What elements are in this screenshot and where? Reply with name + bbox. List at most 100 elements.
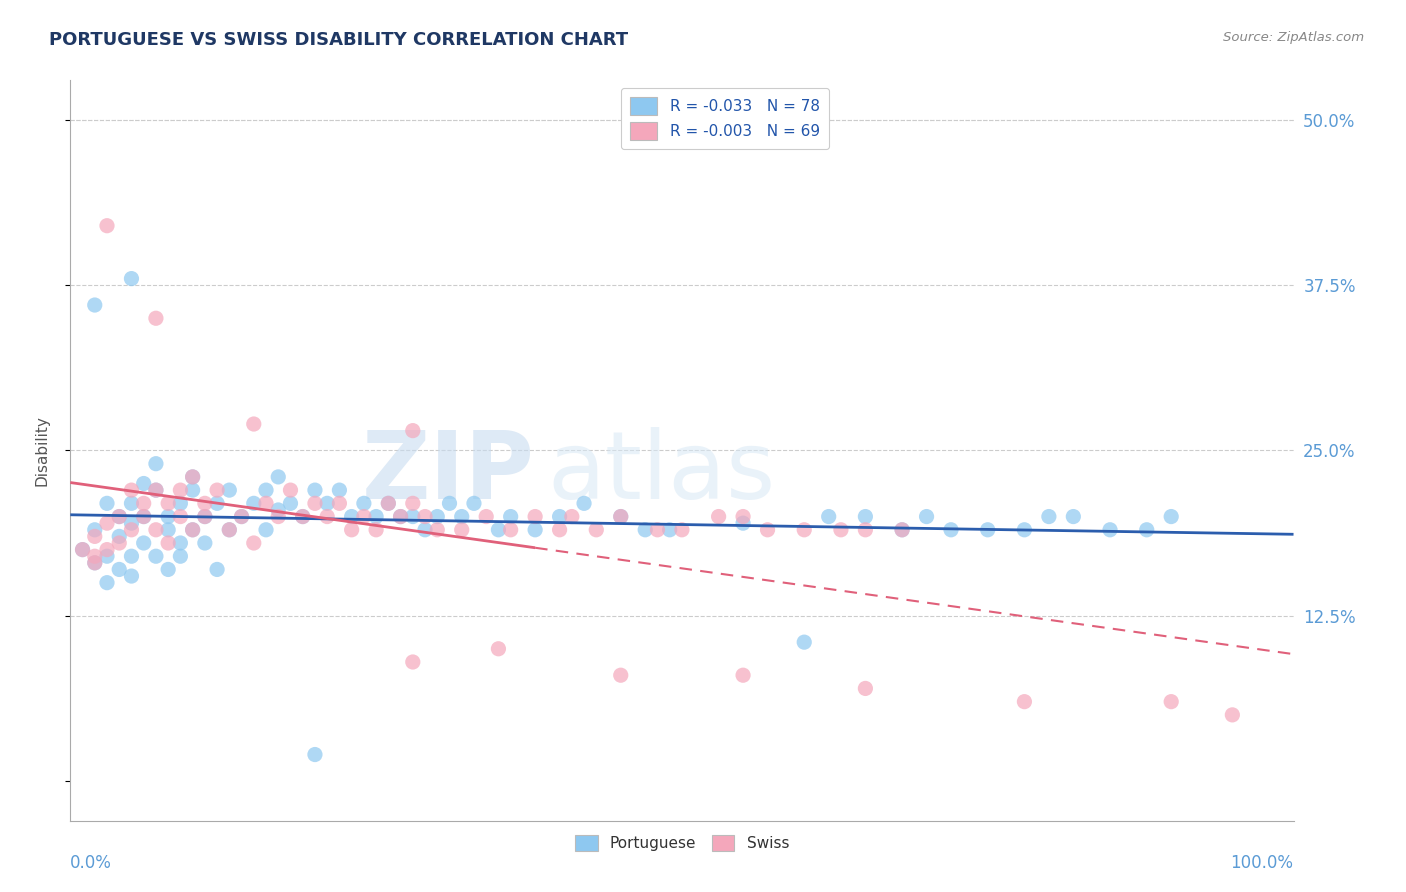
Point (218, 483, 240, 497)
Point (96, 549, 118, 564)
Point (891, 523, 914, 537)
Point (231, 509, 253, 524)
Point (169, 549, 191, 564)
Point (389, 509, 412, 524)
Point (1062, 509, 1084, 524)
Point (132, 509, 155, 524)
Point (939, 523, 962, 537)
Point (121, 483, 143, 497)
Point (366, 509, 388, 524)
Point (96, 542, 118, 557)
Point (72, 542, 94, 557)
Point (733, 516, 755, 531)
Point (488, 523, 510, 537)
Point (1136, 523, 1159, 537)
Point (121, 549, 143, 564)
Point (1014, 695, 1036, 709)
Point (280, 483, 302, 497)
Point (439, 496, 461, 510)
Point (610, 509, 633, 524)
Point (145, 311, 167, 326)
Point (280, 496, 302, 510)
Point (475, 509, 498, 524)
Y-axis label: Disability: Disability (35, 415, 49, 486)
Point (756, 523, 779, 537)
Point (389, 509, 412, 524)
Point (855, 523, 877, 537)
Point (231, 509, 253, 524)
Point (121, 569, 143, 583)
Point (891, 523, 914, 537)
Point (353, 509, 375, 524)
Point (1220, 707, 1243, 722)
Point (72, 542, 94, 557)
Point (488, 641, 510, 656)
Point (450, 523, 472, 537)
Point (205, 562, 228, 576)
Point (1160, 695, 1182, 709)
Point (402, 655, 425, 669)
Point (83, 549, 105, 564)
Point (413, 523, 436, 537)
Text: Source: ZipAtlas.com: Source: ZipAtlas.com (1223, 31, 1364, 45)
Point (610, 509, 633, 524)
Point (1038, 509, 1060, 524)
Point (181, 523, 204, 537)
Point (157, 562, 180, 576)
Point (340, 523, 363, 537)
Point (243, 536, 266, 550)
Point (377, 496, 399, 510)
Point (194, 496, 217, 510)
Point (610, 668, 633, 682)
Point (132, 496, 155, 510)
Point (108, 536, 131, 550)
Point (83, 523, 105, 537)
Point (108, 509, 131, 524)
Point (83, 556, 105, 570)
Point (671, 523, 693, 537)
Point (1160, 509, 1182, 524)
Point (548, 509, 571, 524)
Text: atlas: atlas (547, 426, 776, 518)
Point (243, 417, 266, 431)
Point (181, 470, 204, 484)
Point (426, 523, 449, 537)
Point (96, 575, 118, 590)
Point (548, 523, 571, 537)
Point (413, 509, 436, 524)
Point (96, 516, 118, 531)
Point (157, 509, 180, 524)
Point (830, 523, 852, 537)
Point (450, 509, 472, 524)
Point (121, 496, 143, 510)
Text: ZIP: ZIP (363, 426, 536, 518)
Point (855, 509, 877, 524)
Point (157, 536, 180, 550)
Text: PORTUGUESE VS SWISS DISABILITY CORRELATION CHART: PORTUGUESE VS SWISS DISABILITY CORRELATI… (49, 31, 628, 49)
Point (132, 509, 155, 524)
Point (218, 523, 240, 537)
Point (145, 549, 167, 564)
Point (291, 509, 314, 524)
Point (145, 483, 167, 497)
Point (499, 509, 522, 524)
Point (254, 523, 277, 537)
Point (647, 523, 669, 537)
Point (328, 483, 350, 497)
Point (181, 470, 204, 484)
Point (402, 424, 425, 438)
Point (243, 496, 266, 510)
Point (132, 476, 155, 491)
Point (83, 298, 105, 312)
Point (561, 509, 583, 524)
Point (96, 219, 118, 233)
Point (108, 529, 131, 543)
Point (1099, 523, 1122, 537)
Point (316, 496, 339, 510)
Point (96, 496, 118, 510)
Point (145, 457, 167, 471)
Point (366, 523, 388, 537)
Point (524, 523, 547, 537)
Point (463, 496, 485, 510)
Point (402, 496, 425, 510)
